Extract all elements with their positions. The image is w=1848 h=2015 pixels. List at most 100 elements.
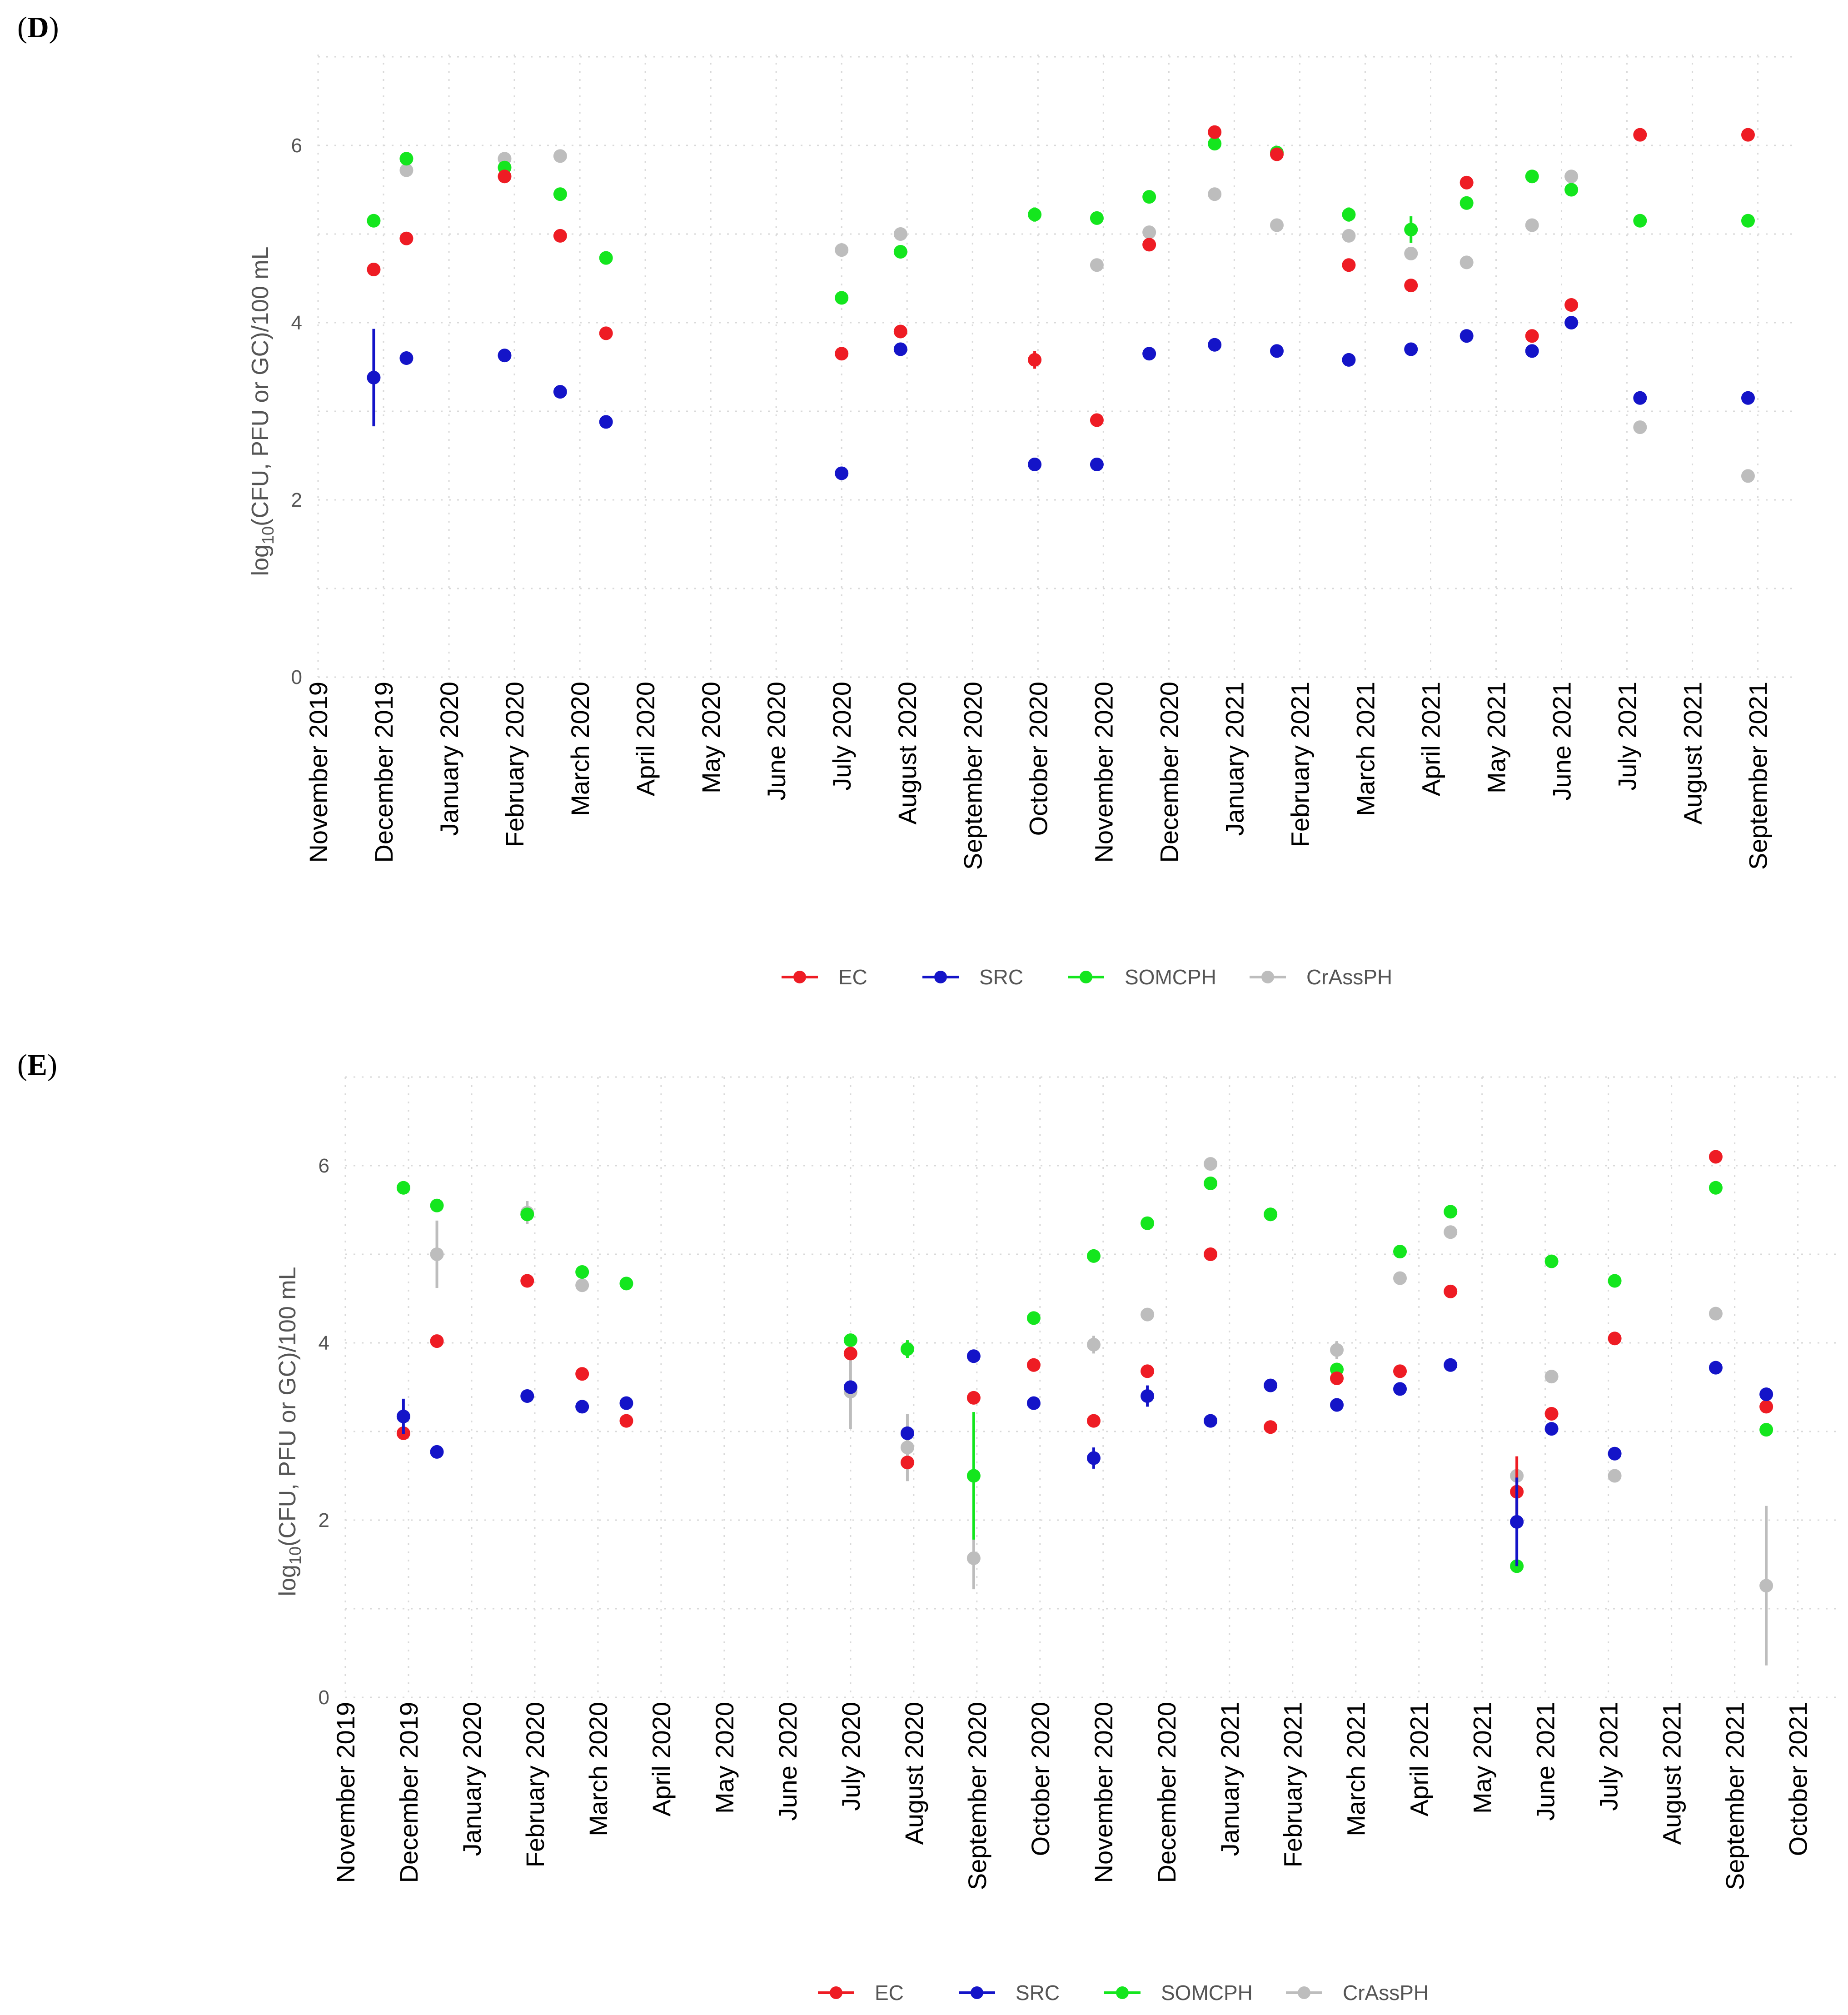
panel-d-crassph-point [399,163,413,177]
panel-d-src-point [553,385,567,399]
panel-d-somcph-point [599,251,613,265]
panel-e-xtick-label: April 2020 [647,1702,676,1816]
panel-d-src-point [1741,391,1755,405]
panel-d-legend-src-marker [934,971,947,983]
panel-e-xtick-label: August 2020 [900,1702,928,1845]
panel-e-crassph-point [1544,1370,1559,1384]
panel-e-legend-somcph-label: SOMCPH [1161,1981,1253,2005]
panel-d-somcph-point [1208,137,1222,151]
panel-d-src-point [367,370,381,384]
panel-d-xtick-label: November 2019 [304,682,333,863]
panel-d-src-point [599,415,613,429]
panel-d-somcph-point [1459,196,1474,210]
panel-e-xtick-label: November 2020 [1089,1702,1118,1883]
panel-e-ec-point [1709,1150,1723,1164]
panel-d-xtick-label: February 2020 [500,682,529,847]
panel-d-src-point [1342,353,1356,367]
panel-e-src-point [1393,1382,1407,1396]
panel-e-crassph-point [1709,1307,1723,1321]
panel-d-crassph-point [1208,187,1222,201]
panel-d-src-point [893,342,907,356]
panel-e-ec-point [520,1274,534,1288]
panel-d-crassph-point [1090,258,1104,272]
panel-d-ec-point [893,324,907,339]
panel-e-crassph-point [966,1551,981,1565]
panel-d-xtick-label: February 2021 [1285,682,1314,847]
panel-d-somcph-point [1142,190,1156,204]
panel-e-src-point [1709,1361,1723,1375]
panel-d-crassph-point [1741,469,1755,483]
panel-e-xtick-label: September 2021 [1721,1702,1749,1890]
panel-d-somcph-point [1564,183,1579,197]
panel-e-ec-point [619,1414,633,1428]
plot-e: 0 2 4 6 log10(CFU, PFU or GC)/100 mL November… [274,1076,1836,2005]
panel-d-somcph-point [893,245,907,259]
panel-e-xtick-label: August 2021 [1658,1702,1686,1845]
panel-d-ec-point [399,231,413,245]
panel-d-ytick-label: 6 [291,135,302,157]
panel-d-xtick-label: June 2021 [1548,682,1576,801]
panel-d-xtick-label: May 2020 [697,682,725,793]
panel-d-xtick-label: April 2020 [631,682,660,796]
panel-d-ec-point [553,229,567,243]
panel-e-ec-point [1204,1247,1218,1261]
panel-e-legend-src-label: SRC [1016,1981,1060,2005]
panel-d: (D) 0 2 4 6 log10(CFU, PFU or GC)/100 mL Nove… [17,11,1797,989]
panel-e-ec-point [1393,1364,1407,1378]
panel-e-xtick-label: December 2020 [1152,1702,1181,1883]
panel-d-crassph-point [893,227,907,241]
panel-d-ec-point [1090,413,1104,427]
panel-e-xtick-label: October 2020 [1026,1702,1055,1856]
panel-e: (E) 0 2 4 6 log10(CFU, PFU or GC)/100 mL Nove… [17,1048,1836,2005]
panel-d-somcph-point [399,152,413,166]
panel-d-src-point [1564,316,1579,329]
panel-e-src-point [396,1409,410,1423]
panel-d-ytick-label: 4 [291,312,302,334]
panel-d-ytick-label: 2 [291,489,302,511]
panel-e-ytick-label: 2 [319,1509,329,1531]
panel-d-src-point [1404,342,1418,356]
panel-e-y-axis-label: log10(CFU, PFU or GC)/100 mL [274,1267,304,1596]
panel-e-crassph-point [1141,1307,1155,1322]
panel-d-src-point [1090,458,1104,471]
panel-e-xtick-label: February 2020 [521,1702,549,1867]
panel-d-y-axis-label: log10(CFU, PFU or GC)/100 mL [247,247,277,576]
panel-e-ec-point [1086,1414,1101,1428]
panel-d-ec-point [1142,238,1156,252]
panel-d-ec-point [498,170,512,184]
panel-e-ec-point [900,1456,914,1470]
panel-d-ec-point [1404,279,1418,293]
panel-e-crassph-point [1393,1271,1407,1285]
panel-e-src-point [1444,1358,1458,1372]
panel-e-crassph-point [1608,1469,1622,1483]
panel-e-src-point [900,1426,914,1440]
panel-e-label: (E) [17,1048,57,1082]
panel-d-somcph-point [1342,208,1356,222]
panel-d-xtick-label: June 2020 [762,682,791,801]
panel-e-ec-point [430,1334,444,1348]
panel-d-xtick-label: March 2021 [1351,682,1380,816]
panel-d-src-point [1633,391,1647,405]
panel-d-legend-ec-marker [793,971,806,983]
panel-e-xtick-label: June 2020 [773,1702,802,1821]
panel-e-ec-point [1264,1420,1278,1434]
panel-d-legend-somcph-label: SOMCPH [1125,965,1216,989]
panel-e-src-point [1544,1422,1559,1436]
panel-d-xtick-label: October 2020 [1024,682,1052,836]
panel-e-src-point [1510,1515,1524,1529]
panel-d-src-point [1459,329,1474,343]
panel-d-xtick-label: July 2021 [1613,682,1642,791]
panel-e-legend-crassph-marker [1298,1986,1310,1999]
panel-e-src-point [966,1349,981,1363]
panel-e-xtick-label: November 2019 [331,1702,360,1883]
panel-e-somcph-point [843,1333,857,1347]
panel-d-ec-point [1741,128,1755,142]
panel-e-xtick-label: December 2019 [394,1702,423,1883]
panel-e-ec-point [1444,1284,1458,1298]
panel-e-ec-point [843,1347,857,1361]
panel-e-crassph-point [1759,1579,1773,1593]
panel-e-xtick-label: February 2021 [1279,1702,1307,1867]
panel-d-ec-point [1342,258,1356,272]
panel-d-xtick-label: May 2021 [1482,682,1510,793]
